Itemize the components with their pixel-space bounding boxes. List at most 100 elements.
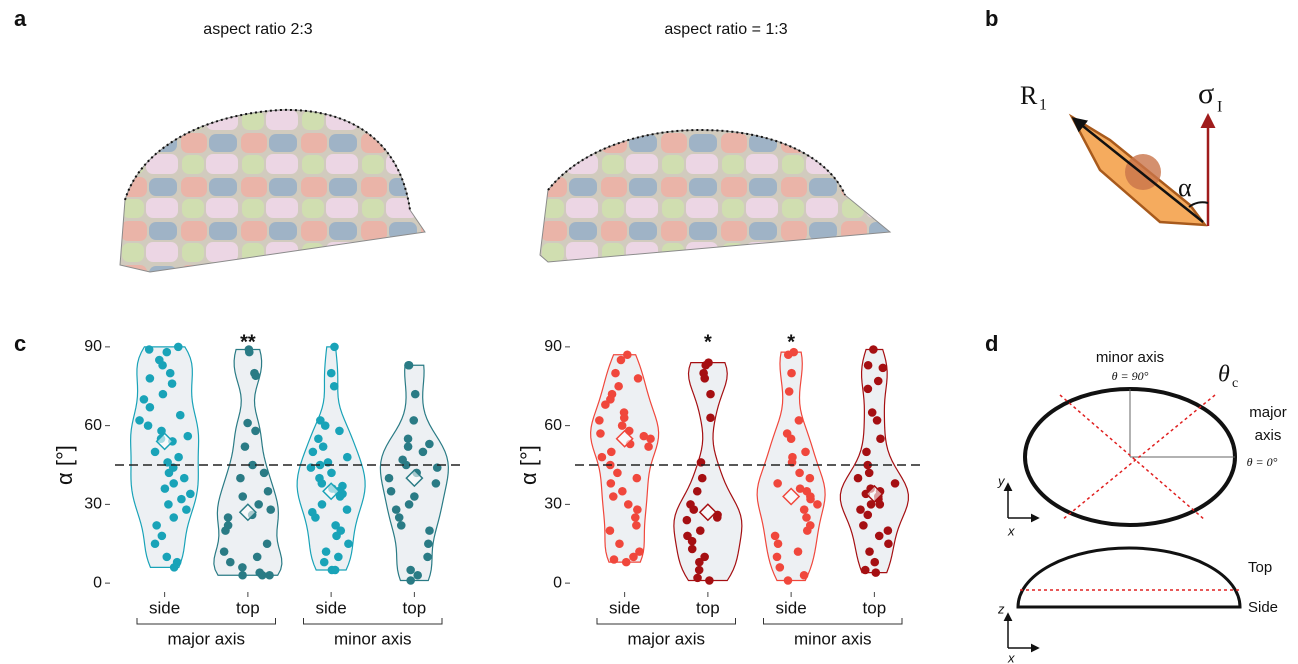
data-point xyxy=(174,453,183,462)
data-point xyxy=(633,474,642,483)
data-point xyxy=(343,453,352,462)
data-point xyxy=(397,521,406,530)
data-point xyxy=(410,492,419,501)
data-point xyxy=(176,411,185,420)
data-point xyxy=(166,369,175,378)
data-point xyxy=(224,513,233,522)
data-point xyxy=(425,440,434,449)
data-point xyxy=(404,442,413,451)
data-point xyxy=(413,571,422,580)
data-point xyxy=(241,442,250,451)
label: minor axis xyxy=(1096,349,1164,366)
data-point xyxy=(423,553,432,562)
data-point xyxy=(406,576,415,585)
data-point xyxy=(253,553,262,562)
data-point xyxy=(169,479,178,488)
data-point xyxy=(595,416,604,425)
label: Top xyxy=(1248,559,1272,576)
data-point xyxy=(344,539,353,548)
group-bracket xyxy=(764,618,903,624)
data-point xyxy=(787,434,796,443)
data-point xyxy=(146,374,155,383)
label: α xyxy=(1178,173,1192,202)
data-point xyxy=(226,558,235,567)
data-point xyxy=(146,403,155,412)
label: axis xyxy=(1255,427,1282,444)
label: θ = 0° xyxy=(1247,455,1278,469)
data-point xyxy=(795,416,804,425)
data-point xyxy=(795,469,804,478)
data-point xyxy=(774,539,783,548)
data-point xyxy=(615,539,624,548)
data-point xyxy=(158,361,167,370)
data-point xyxy=(695,558,704,567)
label: 1 xyxy=(1039,97,1047,114)
data-point xyxy=(633,505,642,514)
significance: * xyxy=(704,331,712,353)
data-point xyxy=(632,521,641,530)
data-point xyxy=(701,361,710,370)
data-point xyxy=(856,505,865,514)
data-point xyxy=(871,568,880,577)
data-point xyxy=(800,571,809,580)
data-point xyxy=(813,500,822,509)
panel-letter: a xyxy=(14,6,27,31)
data-point xyxy=(186,490,195,499)
data-point xyxy=(688,545,697,554)
data-point xyxy=(624,500,633,509)
x-tick-label: top xyxy=(403,598,427,617)
data-point xyxy=(266,505,275,514)
y-tick-label: 90 xyxy=(84,338,102,355)
group-bracket xyxy=(597,618,736,624)
data-point xyxy=(629,553,638,562)
data-point xyxy=(618,487,627,496)
tissue-render xyxy=(540,130,890,262)
label: y xyxy=(997,473,1006,488)
data-point xyxy=(879,364,888,373)
label: Side xyxy=(1248,599,1278,616)
data-point xyxy=(238,563,247,572)
data-point xyxy=(864,361,873,370)
data-point xyxy=(251,427,260,436)
x-tick-label: top xyxy=(696,598,720,617)
data-point xyxy=(322,547,331,556)
data-point xyxy=(335,427,344,436)
data-point xyxy=(425,526,434,535)
data-point xyxy=(618,421,627,430)
data-point xyxy=(314,434,323,443)
label: x xyxy=(1007,523,1015,538)
y-tick-label: 90 xyxy=(544,338,562,355)
data-point xyxy=(873,416,882,425)
data-point xyxy=(165,469,174,478)
x-tick-label: side xyxy=(776,598,807,617)
data-point xyxy=(424,539,433,548)
data-point xyxy=(705,576,714,585)
data-point xyxy=(419,448,428,457)
data-point xyxy=(693,574,702,583)
tissue-render xyxy=(120,110,425,272)
data-point xyxy=(646,434,655,443)
data-point xyxy=(874,377,883,386)
data-point xyxy=(706,390,715,399)
data-point xyxy=(238,492,247,501)
y-axis-label: α [°] xyxy=(52,445,77,485)
data-point xyxy=(884,526,893,535)
data-point xyxy=(617,356,626,365)
y-tick-label: 0 xyxy=(93,574,102,591)
data-point xyxy=(771,532,780,541)
data-point xyxy=(238,571,247,580)
data-point xyxy=(606,526,615,535)
data-point xyxy=(327,369,336,378)
data-point xyxy=(263,539,272,548)
x-tick-label: top xyxy=(236,598,260,617)
data-point xyxy=(162,348,171,357)
label: σ xyxy=(1198,77,1214,110)
y-tick-label: 0 xyxy=(553,574,562,591)
data-point xyxy=(164,500,173,509)
group-label: minor axis xyxy=(334,629,411,648)
data-point xyxy=(406,566,415,575)
figure: a aspect ratio 2:3 aspect ratio = 1:3 b … xyxy=(0,0,1298,664)
data-point xyxy=(876,500,885,509)
data-point xyxy=(174,343,183,352)
data-point xyxy=(854,474,863,483)
